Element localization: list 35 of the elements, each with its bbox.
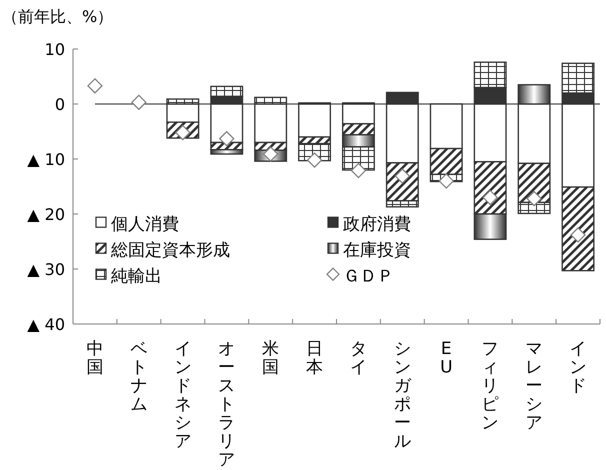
x-tick-label: 日本	[306, 339, 324, 378]
x-tick-label: 米国	[262, 339, 280, 378]
x-tick-label: EU	[440, 339, 453, 378]
y-tick-label: 0	[54, 95, 65, 114]
point	[87, 78, 103, 94]
point	[526, 191, 542, 206]
y-tick-label: ▲ 40	[27, 315, 65, 334]
point	[219, 131, 234, 146]
point	[131, 94, 146, 110]
point	[438, 173, 454, 189]
point	[482, 190, 498, 206]
point	[570, 227, 586, 242]
legend-label: 総固定資本形成	[110, 240, 230, 260]
x-tick-label: フィリピン	[482, 339, 499, 433]
legend-label: 個人消費	[111, 214, 179, 234]
legend-label: ＧＤＰ	[343, 266, 394, 286]
y-tick-label: 10	[44, 40, 65, 59]
point	[263, 146, 278, 162]
y-axis-title: （前年比、%）	[2, 7, 114, 26]
point	[306, 152, 322, 168]
x-tick-label: シンガポール	[394, 339, 412, 452]
legend-label: 政府消費	[343, 214, 411, 234]
x-tick-label: ベトナム	[130, 339, 148, 414]
legend-label: 在庫投資	[343, 240, 411, 260]
y-tick-label: ▲ 30	[27, 260, 65, 279]
x-tick-label: タイ	[350, 339, 367, 378]
x-tick-label: 中国	[86, 339, 104, 378]
x-tick-label: マレーシア	[526, 339, 543, 433]
legend-label: 純輸出	[111, 266, 162, 286]
y-tick-label: ▲ 10	[27, 150, 65, 169]
point	[350, 162, 366, 178]
y-tick-label: ▲ 20	[27, 205, 65, 224]
x-tick-label: インドネシア	[174, 339, 192, 452]
x-tick-label: インド	[570, 339, 587, 396]
x-tick-label: オーストラリア	[218, 339, 236, 470]
